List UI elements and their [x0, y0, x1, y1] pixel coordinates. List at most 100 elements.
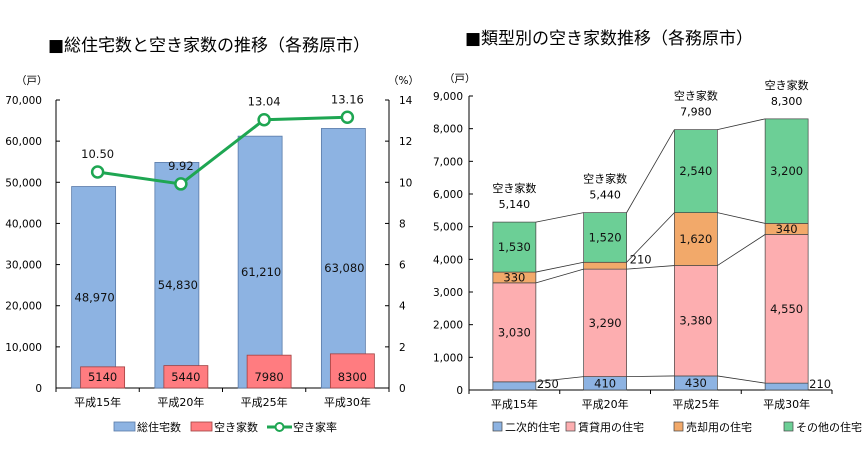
segment-label: 1,620 [679, 232, 712, 246]
legend-swatch [492, 421, 503, 432]
chart2-title: ■類型別の空き家数推移（各務原市） [465, 29, 753, 49]
y-tick-label: 9,000 [433, 91, 463, 103]
right-tick-label: 14 [399, 95, 413, 107]
right-tick-label: 4 [399, 301, 406, 313]
vacant-label: 7980 [254, 370, 283, 384]
stack-segment-1 [764, 234, 809, 384]
stack-segment-0 [492, 381, 537, 391]
vacant-label: 8300 [338, 370, 367, 384]
x-tick-label: 平成30年 [324, 395, 371, 409]
right-tick-label: 8 [399, 218, 406, 230]
stack-segment-3 [492, 221, 537, 273]
series-connector-line [717, 118, 766, 131]
series-connector-line [535, 376, 584, 383]
total-label: 5,140 [499, 198, 531, 211]
segment-label: 250 [537, 377, 559, 391]
x-tick-label: 平成15年 [491, 397, 538, 411]
segment-label: 1,530 [498, 240, 531, 254]
vacant-bar [246, 354, 292, 389]
stack-segment-0 [764, 382, 809, 391]
left-tick-label: 0 [35, 383, 42, 395]
chart2: 0 1,000 2,000 3,000 4,000 5,000 6,000 7,000 8,00… [433, 78, 862, 434]
series-connector-line [626, 129, 675, 213]
legend-label-vacant: 空き家数 [214, 420, 258, 434]
vacancy-rate-label: 9.92 [168, 159, 194, 173]
right-tick-label: 0 [399, 383, 406, 395]
legend-label-total: 総住宅数 [137, 420, 181, 434]
total-label: 5,440 [589, 189, 621, 202]
legend-label: 売却用の住宅 [686, 420, 752, 434]
chart2-axis-unit: （戸） [444, 73, 476, 85]
series-connector-line [535, 268, 584, 284]
total-caption: 空き家数 [583, 172, 627, 186]
legend-swatch [565, 421, 576, 432]
legend-label-rate: 空き家率 [293, 420, 337, 434]
vacancy-rate-line [97, 115, 348, 186]
legend-swatch-vacant [190, 421, 213, 432]
segment-label: 3,200 [770, 164, 803, 178]
total-caption: 空き家数 [765, 78, 809, 92]
right-tick-label: 2 [399, 342, 406, 354]
total-caption: 空き家数 [674, 89, 718, 103]
segment-label: 210 [809, 377, 831, 391]
y-tick-label: 7,000 [433, 156, 463, 168]
vacancy-rate-label: 13.04 [248, 95, 281, 109]
x-tick-label: 平成30年 [763, 397, 810, 411]
series-connector-line [717, 234, 766, 266]
left-tick-label: 40,000 [5, 218, 42, 230]
y-tick-label: 5,000 [433, 222, 463, 234]
vacancy-rate-label: 13.16 [331, 92, 364, 106]
legend-label: 賃貸用の住宅 [578, 420, 644, 434]
y-tick-label: 4,000 [433, 254, 463, 266]
vacancy-rate-point [174, 177, 188, 191]
y-tick-label: 1,000 [433, 352, 463, 364]
left-tick-label: 20,000 [5, 301, 42, 313]
vacancy-rate-point [90, 165, 105, 179]
x-tick-label: 平成20年 [157, 395, 204, 409]
total-housing-label: 54,830 [158, 278, 198, 292]
total-housing-bar [71, 186, 117, 389]
total-housing-label: 61,210 [241, 265, 281, 279]
right-tick-label: 6 [399, 260, 406, 272]
legend-marker-rate [274, 422, 285, 432]
segment-label: 410 [594, 376, 616, 390]
total-housing-label: 48,970 [75, 290, 115, 304]
legend-swatch [783, 421, 794, 432]
y-tick-label: 8,000 [433, 124, 463, 136]
total-label: 7,980 [680, 106, 712, 119]
stack-segment-1 [583, 268, 627, 377]
total-housing-bar [154, 162, 200, 389]
stack-segment-2 [674, 212, 718, 266]
series-connector-line [717, 375, 766, 384]
stack-segment-1 [674, 265, 718, 377]
total-label: 8,300 [771, 95, 803, 108]
series-connector-line [535, 261, 584, 273]
vacancy-rate-point [257, 112, 271, 127]
left-tick-label: 30,000 [5, 260, 42, 272]
total-housing-bar [237, 135, 283, 389]
segment-label: 4,550 [770, 302, 803, 316]
stack-segment-1 [492, 282, 537, 383]
series-connector-line [626, 212, 675, 263]
right-tick-label: 10 [399, 177, 412, 189]
stack-segment-3 [674, 129, 718, 213]
segment-label: 210 [630, 252, 652, 266]
stack-segment-3 [583, 212, 627, 263]
left-tick-label: 60,000 [5, 136, 42, 148]
segment-label: 3,290 [589, 316, 622, 330]
left-tick-label: 70,000 [5, 95, 42, 107]
segment-label: 1,520 [589, 230, 622, 244]
legend-label: 二次的住宅 [505, 420, 560, 434]
left-tick-label: 50,000 [5, 177, 42, 189]
segment-label: 3,030 [498, 325, 531, 339]
segment-label: 330 [503, 270, 525, 284]
y-tick-label: 0 [456, 385, 463, 397]
stack-segment-3 [764, 118, 809, 224]
vacancy-rate-point [340, 110, 355, 125]
vacant-bar [80, 366, 126, 389]
vacant-label: 5440 [171, 370, 200, 384]
legend-swatch [673, 421, 684, 432]
series-connector-line [717, 212, 766, 224]
chart1-title: ■総住宅数と空き家数の推移（各務原市） [48, 36, 370, 56]
